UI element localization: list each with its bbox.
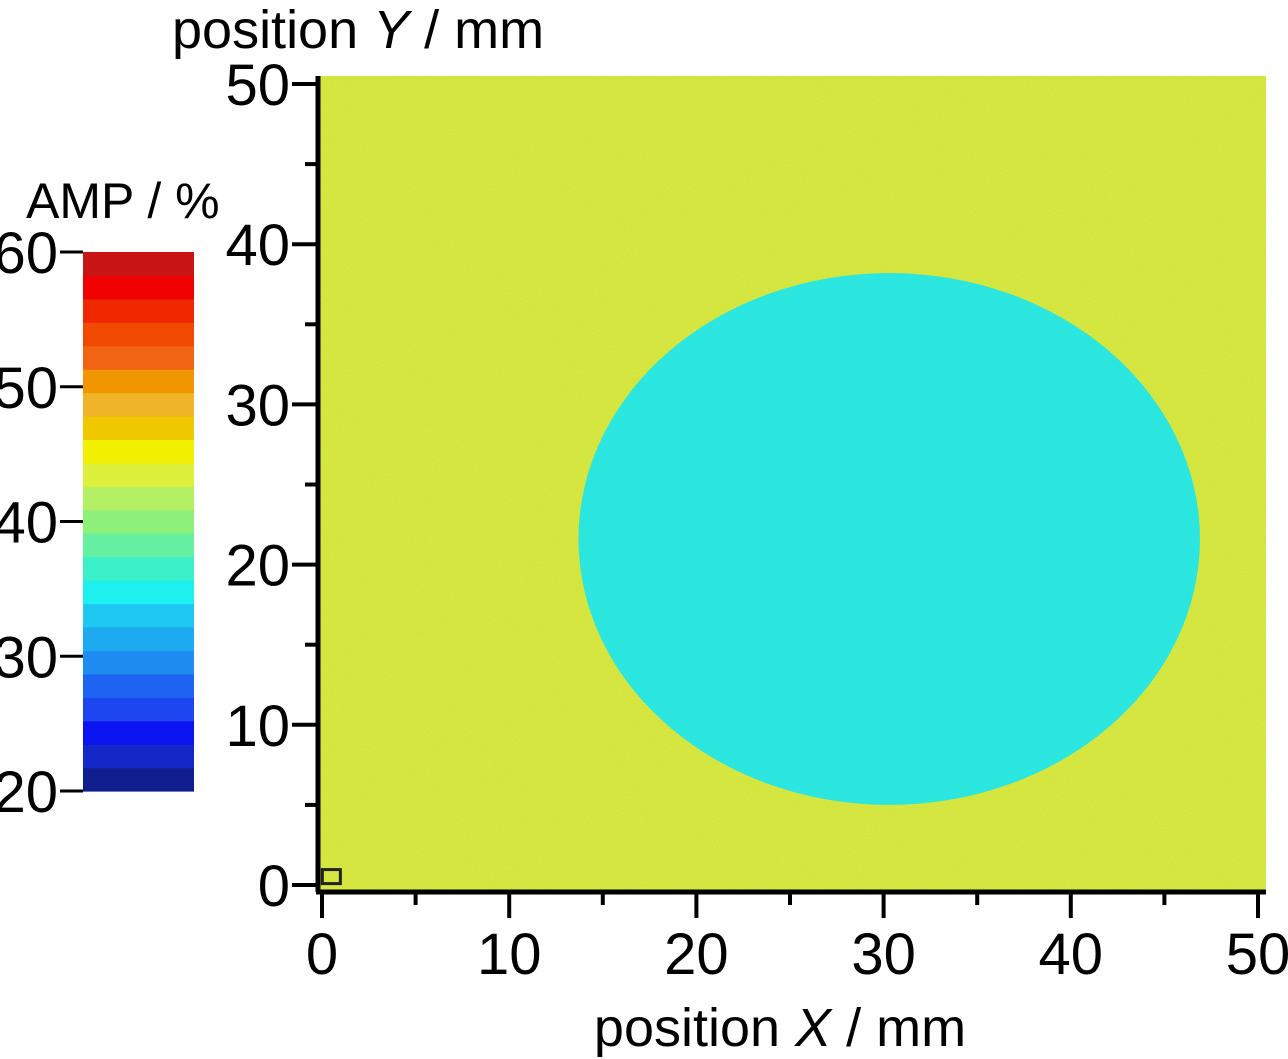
x-axis-label-prefix: position xyxy=(594,998,795,1058)
colorbar-swatch xyxy=(83,275,194,300)
corner-marker xyxy=(320,868,342,886)
x-tick-label: 10 xyxy=(477,922,542,987)
y-tick-label: 0 xyxy=(258,854,290,919)
x-axis-label-unit: / mm xyxy=(831,998,966,1058)
colorbar-swatch xyxy=(83,392,194,417)
colorbar-tick-label: 50 xyxy=(0,356,58,421)
colorbar-swatch xyxy=(83,486,194,511)
colorbar-swatch xyxy=(83,345,194,370)
colorbar-tick-label: 30 xyxy=(0,625,58,690)
x-tick-label: 20 xyxy=(664,922,729,987)
colorbar-swatch xyxy=(83,580,194,605)
colorbar-swatch xyxy=(83,744,194,769)
y-tick-label: 40 xyxy=(225,213,290,278)
colorbar-swatch xyxy=(83,533,194,558)
colorbar-swatch xyxy=(83,556,194,581)
colorbar-swatch xyxy=(83,767,194,792)
colorbar-swatch xyxy=(83,298,194,323)
colorbar-swatch xyxy=(83,673,194,698)
x-axis-label-variable: X xyxy=(793,998,833,1058)
colorbar-swatch xyxy=(83,720,194,745)
heatmap-noise-texture xyxy=(320,76,1266,890)
colorbar-swatch xyxy=(83,462,194,487)
colorbar-swatch xyxy=(83,252,194,277)
y-axis-label-unit: / mm xyxy=(409,0,544,60)
colorbar-swatch xyxy=(83,697,194,722)
plot-area xyxy=(320,76,1266,890)
colorbar-swatch xyxy=(83,416,194,441)
colorbar-swatch xyxy=(83,626,194,651)
colorbar: 20 30 40 50 60 xyxy=(0,221,194,825)
colorbar-swatch xyxy=(83,439,194,464)
colorbar-tick-label: 20 xyxy=(0,760,58,825)
x-tick-label: 30 xyxy=(851,922,916,987)
y-tick-label: 10 xyxy=(225,694,290,759)
colorbar-swatch xyxy=(83,603,194,628)
y-tick-label: 20 xyxy=(225,534,290,599)
y-axis-label-variable: Y xyxy=(373,0,413,60)
axes: 0 10 20 30 40 50 0 10 20 30 40 50 xyxy=(225,53,1288,987)
colorbar-label: AMP / % xyxy=(26,173,220,229)
colorbar-swatch xyxy=(83,369,194,394)
colorbar-swatch xyxy=(83,322,194,347)
x-tick-label: 50 xyxy=(1226,922,1288,987)
y-tick-label: 30 xyxy=(225,373,290,438)
x-tick-label: 0 xyxy=(306,922,338,987)
y-axis-label-prefix: position xyxy=(172,0,373,60)
colorbar-swatch xyxy=(83,509,194,534)
colorbar-tick-label: 40 xyxy=(0,491,58,556)
y-tick-label: 50 xyxy=(225,53,290,118)
colorbar-tick-label: 60 xyxy=(0,221,58,286)
x-tick-label: 40 xyxy=(1039,922,1104,987)
colorbar-swatch xyxy=(83,650,194,675)
x-axis-label: position X / mm xyxy=(594,998,966,1058)
y-axis-label: position Y / mm xyxy=(172,0,544,60)
